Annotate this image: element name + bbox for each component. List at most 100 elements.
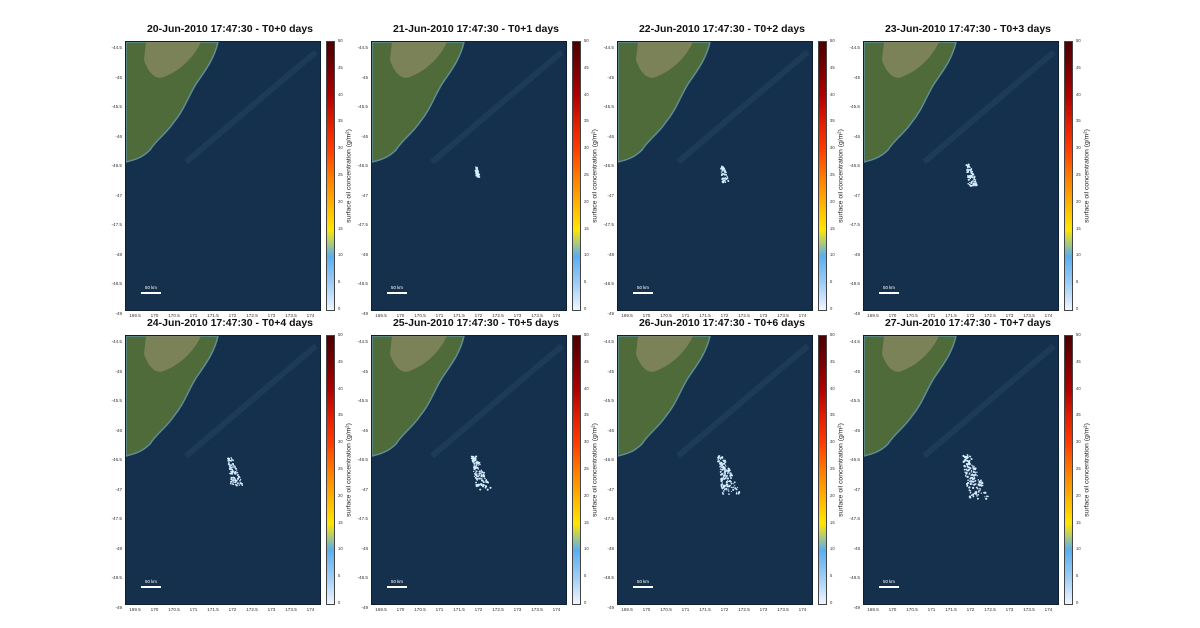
colorbar-tick-label: 10: [1076, 546, 1081, 552]
seafloor-ridge: [184, 343, 318, 459]
lon-tick-label: 172.5: [246, 313, 258, 318]
oil-particle: [962, 460, 965, 464]
oil-particle: [721, 482, 724, 484]
oil-particle: [475, 481, 478, 484]
lat-tick-label: -45.5: [603, 104, 614, 109]
oil-particle: [979, 487, 981, 490]
oil-particle: [234, 478, 237, 481]
lat-tick-label: -45: [115, 74, 122, 80]
oil-particle: [976, 474, 978, 477]
oil-particle: [967, 178, 970, 181]
oil-particle: [728, 472, 730, 474]
oil-particle: [970, 168, 973, 170]
oil-particle: [481, 476, 483, 478]
lat-tick-label: -47.5: [849, 222, 860, 227]
lat-tick-label: -49: [361, 604, 368, 610]
lon-tick-label: 173: [267, 313, 276, 318]
map-area: 50 km: [617, 335, 813, 605]
lon-tick-label: 172: [474, 313, 483, 318]
oil-particle: [475, 483, 477, 486]
colorbar-tick-label: 0: [1076, 600, 1079, 605]
oil-particle: [719, 465, 721, 468]
colorbar-tick-label: 10: [338, 252, 343, 258]
oil-particle: [230, 466, 233, 469]
oil-particle: [965, 471, 968, 474]
lat-tick-label: -47: [115, 486, 122, 492]
oil-particle: [480, 470, 483, 472]
scale-bar-label: 50 km: [391, 285, 403, 290]
colorbar-tick-label: 50: [830, 38, 835, 43]
oil-particle: [476, 174, 479, 176]
oil-particle: [472, 455, 475, 458]
oil-particle: [727, 472, 729, 475]
oil-particle: [717, 459, 719, 461]
colorbar-tick-label: 45: [1076, 64, 1081, 70]
lat-tick-label: -46: [607, 133, 614, 139]
oil-particle: [729, 480, 732, 483]
colorbar-tick-label: 40: [338, 385, 343, 391]
oil-particle: [965, 455, 968, 459]
lon-tick-label: 170: [888, 313, 897, 318]
lon-tick-label: 171: [927, 607, 936, 612]
oil-particle: [472, 459, 474, 461]
colorbar-tick-label: 25: [1076, 172, 1081, 177]
oil-particle: [478, 461, 481, 464]
lat-tick-label: -46.5: [603, 163, 614, 168]
oil-particle: [965, 459, 967, 461]
lat-tick-label: -49: [607, 604, 614, 610]
oil-particle: [735, 488, 738, 491]
oil-particle: [230, 478, 233, 481]
oil-particle: [724, 477, 727, 480]
oil-particle: [724, 461, 727, 463]
colorbar-tick-label: 15: [830, 519, 835, 525]
colorbar-tick-label: 25: [338, 172, 343, 177]
oil-particle: [972, 183, 975, 186]
oil-particle: [728, 493, 730, 495]
oil-particle: [473, 462, 476, 465]
lat-tick-label: -47: [115, 192, 122, 198]
lon-tick-label: 170.5: [906, 607, 918, 612]
oil-particle: [730, 486, 733, 489]
colorbar-tick-label: 45: [830, 358, 835, 364]
oil-particle: [473, 466, 476, 469]
colorbar-tick-label: 45: [338, 358, 343, 364]
oil-particle: [727, 179, 729, 182]
oil-particle: [987, 495, 989, 498]
colorbar-tick-label: 40: [338, 91, 343, 97]
oil-particle: [974, 473, 977, 476]
oil-particle: [974, 492, 978, 495]
colorbar-tick-label: 45: [830, 64, 835, 70]
oil-particle: [967, 468, 970, 471]
lon-tick-label: 170.5: [414, 607, 426, 612]
lat-tick-label: -47: [853, 192, 860, 198]
lat-tick-label: -45.5: [111, 104, 122, 109]
lat-tick-label: -45: [853, 368, 860, 374]
oil-particle: [983, 491, 985, 494]
oil-particle: [730, 477, 732, 479]
oil-particle: [727, 490, 730, 492]
lon-tick-label: 172.5: [738, 313, 750, 318]
oil-particle: [972, 480, 974, 482]
oil-particle: [725, 465, 727, 467]
oil-particle: [487, 481, 490, 484]
lon-tick-label: 169.5: [375, 607, 387, 612]
colorbar-tick-label: 40: [1076, 385, 1081, 391]
oil-particle: [229, 464, 232, 467]
lon-tick-label: 174: [306, 313, 315, 318]
oil-particle: [724, 459, 726, 462]
oil-particle: [970, 171, 973, 174]
oil-particle: [733, 481, 736, 484]
oil-particle: [721, 491, 724, 494]
oil-particle: [968, 472, 971, 475]
oil-particle: [236, 470, 238, 472]
map-area: 50 km: [617, 41, 813, 311]
colorbar-tick-label: 15: [1076, 225, 1081, 231]
lat-tick-label: -46.5: [357, 457, 368, 462]
lat-tick-label: -48.5: [111, 575, 122, 580]
map-svg: [372, 42, 564, 179]
oil-particle: [230, 458, 233, 460]
lat-tick-label: -49: [361, 310, 368, 316]
scale-bar-label: 50 km: [637, 579, 649, 584]
oil-particle: [972, 470, 975, 473]
panel-title: 20-Jun-2010 17:47:30 - T0+0 days: [146, 23, 314, 35]
